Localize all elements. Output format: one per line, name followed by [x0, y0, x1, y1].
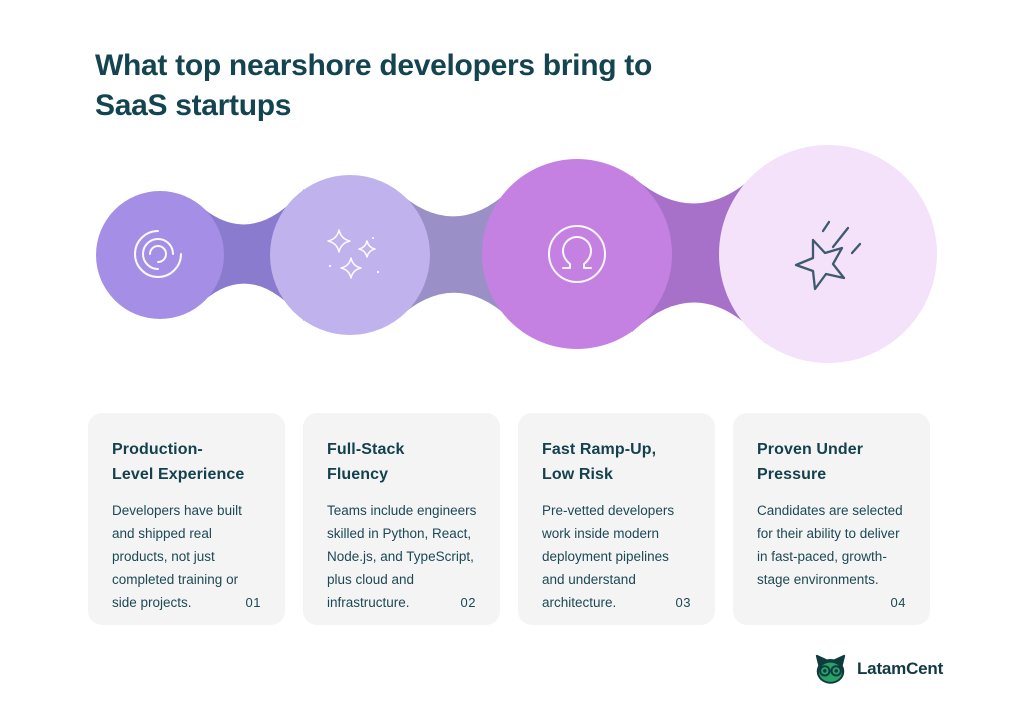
benefit-card-2: Full-Stack Fluency Teams include enginee…: [303, 413, 500, 625]
card-number: 01: [245, 595, 261, 610]
card-title: Production- Level Experience: [112, 441, 245, 483]
page-title-line-1: What top nearshore developers bring to: [95, 49, 653, 82]
benefit-card-3: Fast Ramp-Up, Low Risk Pre-vetted develo…: [518, 413, 715, 625]
card-number: 04: [890, 595, 906, 610]
benefit-card-4: Proven Under Pressure Candidates are sel…: [733, 413, 930, 625]
sparkles-icon: [327, 229, 380, 279]
latamcent-logo: LatamCent: [812, 651, 943, 687]
step-circle-2: [270, 175, 430, 335]
card-body: Candidates are selected for their abilit…: [757, 503, 903, 587]
shooting-star-icon: [794, 220, 862, 291]
card-number: 02: [460, 595, 476, 610]
brand-name: LatamCent: [857, 659, 944, 678]
card-title: Full-Stack Fluency: [327, 441, 405, 483]
spiral-icon: [134, 230, 182, 278]
card-title: Proven Under Pressure: [757, 441, 864, 483]
page-title: What top nearshore developers bring to S…: [95, 46, 652, 126]
step-circle-4: [719, 145, 937, 363]
step-circle-3: [482, 159, 672, 349]
step-circle-1: [96, 191, 224, 319]
page-title-line-2: SaaS startups: [95, 89, 292, 122]
benefit-card-1: Production- Level Experience Developers …: [88, 413, 285, 625]
card-body: Pre-vetted developers work inside modern…: [542, 503, 675, 610]
omega-icon: [548, 225, 606, 283]
card-body: Teams include engineers skilled in Pytho…: [327, 503, 477, 610]
benefit-cards: Production- Level Experience Developers …: [88, 413, 930, 625]
card-title: Fast Ramp-Up, Low Risk: [542, 441, 657, 483]
card-number: 03: [675, 595, 691, 610]
owl-icon: [815, 654, 846, 684]
card-body: Developers have built and shipped real p…: [112, 503, 242, 610]
